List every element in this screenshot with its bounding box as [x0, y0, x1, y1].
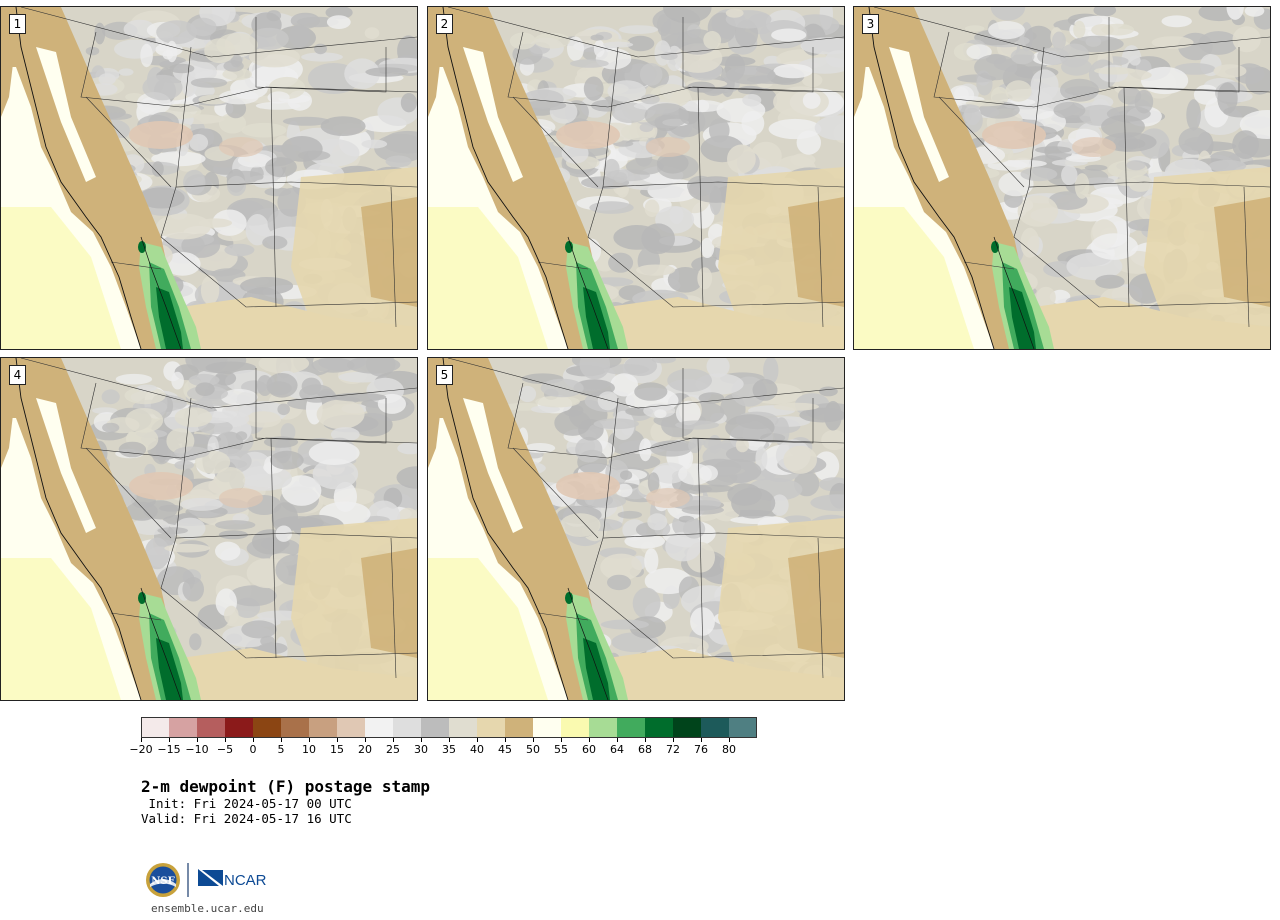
colorbar-tick-label: 60	[582, 743, 596, 756]
colorbar-tick-mark	[365, 738, 366, 742]
colorbar-swatch	[701, 717, 730, 738]
stamp-panel-1: 1	[0, 6, 418, 350]
colorbar-swatch	[421, 717, 450, 738]
colorbar-swatch	[141, 717, 170, 738]
colorbar-tick-label: 30	[414, 743, 428, 756]
nsf-logo-text: NSF	[151, 876, 174, 887]
colorbar-swatch	[449, 717, 478, 738]
colorbar-tick-label: 15	[330, 743, 344, 756]
colorbar-tick-label: 35	[442, 743, 456, 756]
colorbar-tick-mark	[309, 738, 310, 742]
colorbar-swatch	[673, 717, 702, 738]
colorbar-tick-label: 55	[554, 743, 568, 756]
colorbar-tick-label: 10	[302, 743, 316, 756]
figure-title: 2-m dewpoint (F) postage stamp	[141, 777, 430, 796]
colorbar	[141, 717, 757, 738]
stamp-panel-5: 5	[427, 357, 845, 701]
colorbar-tick-label: 68	[638, 743, 652, 756]
colorbar-tick-label: 20	[358, 743, 372, 756]
ncar-logo-text: NCAR	[224, 872, 267, 889]
colorbar-tick-mark	[505, 738, 506, 742]
panel-label: 4	[9, 365, 26, 385]
colorbar-swatch	[281, 717, 310, 738]
colorbar-tick-label: 40	[470, 743, 484, 756]
ncar-logo: NCAR	[198, 868, 267, 889]
colorbar-tick-mark	[673, 738, 674, 742]
logos: NSF NCAR	[146, 863, 267, 897]
colorbar-swatch	[197, 717, 226, 738]
nsf-logo: NSF	[146, 863, 180, 897]
colorbar-swatch	[477, 717, 506, 738]
colorbar-tick-mark	[449, 738, 450, 742]
colorbar-tick-mark	[645, 738, 646, 742]
colorbar-tick-label: 5	[277, 743, 285, 756]
colorbar-swatch	[365, 717, 394, 738]
colorbar-tick-label: 25	[386, 743, 400, 756]
panel-label: 1	[9, 14, 26, 34]
colorbar-swatch	[393, 717, 422, 738]
colorbar-swatch	[253, 717, 282, 738]
stamp-panel-4: 4	[0, 357, 418, 701]
colorbar-swatch	[561, 717, 590, 738]
panel-label: 3	[862, 14, 879, 34]
colorbar-tick-mark	[337, 738, 338, 742]
colorbar-ticks: −20 −15 −10 −5 0 5 10 15 20 25 30 35 40 45 50 55 60 64 68 7…	[0, 740, 1280, 756]
colorbar-tick-mark	[169, 738, 170, 742]
colorbar-tick-mark	[729, 738, 730, 742]
stamp-panel-2: 2	[427, 6, 845, 350]
colorbar-tick-mark	[533, 738, 534, 742]
colorbar-tick-label: 76	[694, 743, 708, 756]
colorbar-swatch	[169, 717, 198, 738]
stamp-panel-3: 3	[853, 6, 1271, 350]
colorbar-swatch	[589, 717, 618, 738]
colorbar-swatch	[533, 717, 562, 738]
panel-label: 2	[436, 14, 453, 34]
colorbar-swatch	[729, 717, 757, 738]
colorbar-tick-mark	[589, 738, 590, 742]
colorbar-swatch	[225, 717, 254, 738]
colorbar-tick-mark	[477, 738, 478, 742]
valid-time: Valid: Fri 2024-05-17 16 UTC	[141, 811, 352, 826]
colorbar-swatch	[309, 717, 338, 738]
colorbar-tick-mark	[701, 738, 702, 742]
colorbar-tick-label: −10	[185, 743, 209, 756]
colorbar-tick-mark	[561, 738, 562, 742]
colorbar-tick-mark	[197, 738, 198, 742]
colorbar-tick-mark	[393, 738, 394, 742]
colorbar-tick-label: 72	[666, 743, 680, 756]
colorbar-swatch	[645, 717, 674, 738]
colorbar-tick-mark	[617, 738, 618, 742]
colorbar-swatch	[617, 717, 646, 738]
panel-label: 5	[436, 365, 453, 385]
colorbar-tick-mark	[225, 738, 226, 742]
colorbar-swatch	[337, 717, 366, 738]
colorbar-tick-mark	[253, 738, 254, 742]
init-time: Init: Fri 2024-05-17 00 UTC	[141, 796, 352, 811]
colorbar-tick-label: 45	[498, 743, 512, 756]
colorbar-tick-label: 64	[610, 743, 624, 756]
colorbar-tick-label: −5	[216, 743, 234, 756]
colorbar-tick-label: −20	[129, 743, 153, 756]
colorbar-tick-label: 0	[249, 743, 257, 756]
colorbar-tick-mark	[141, 738, 142, 742]
site-url: ensemble.ucar.edu	[151, 902, 264, 915]
colorbar-swatch	[505, 717, 534, 738]
colorbar-tick-label: −15	[157, 743, 181, 756]
colorbar-tick-label: 50	[526, 743, 540, 756]
colorbar-tick-label: 80	[722, 743, 736, 756]
colorbar-tick-mark	[281, 738, 282, 742]
colorbar-tick-mark	[421, 738, 422, 742]
